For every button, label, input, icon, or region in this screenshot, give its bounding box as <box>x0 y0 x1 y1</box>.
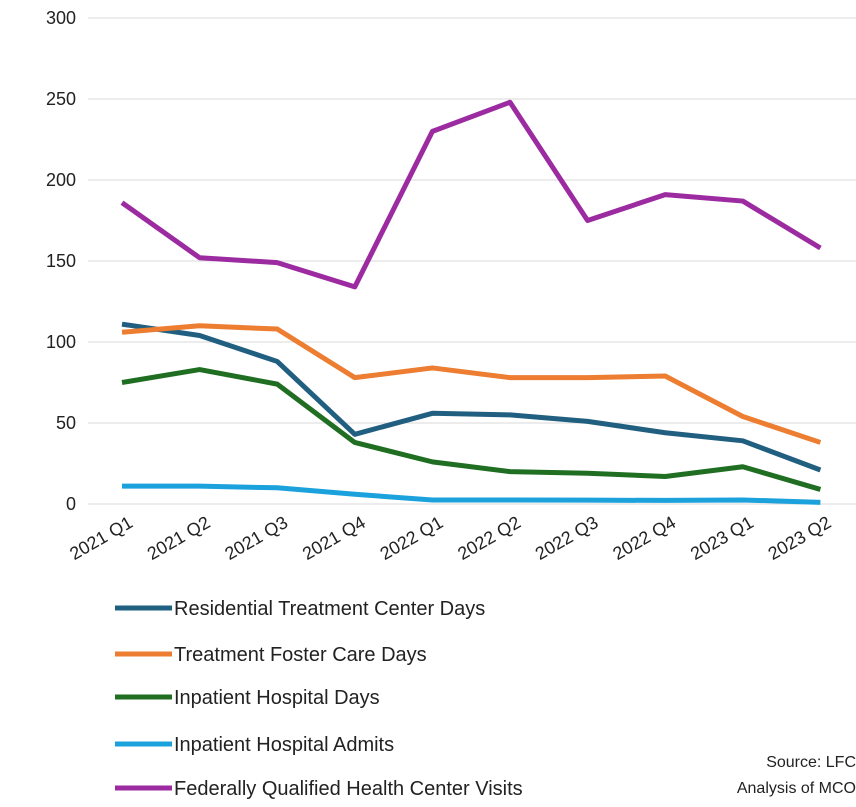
y-tick-label: 0 <box>66 494 76 514</box>
y-tick-label: 100 <box>46 332 76 352</box>
legend-label: Inpatient Hospital Days <box>174 687 380 709</box>
x-tick-label: 2023 Q1 <box>687 512 757 564</box>
legend-label: Federally Qualified Health Center Visits <box>174 778 523 800</box>
legend-label: Residential Treatment Center Days <box>174 598 485 620</box>
y-tick-label: 200 <box>46 170 76 190</box>
source-note: Analysis of MCO <box>737 780 856 797</box>
series-line <box>122 483 821 505</box>
series-line <box>120 99 822 290</box>
x-tick-label: 2022 Q1 <box>377 512 447 564</box>
x-tick-label: 2022 Q3 <box>532 512 602 564</box>
x-tick-label: 2021 Q3 <box>221 512 291 564</box>
series-line <box>121 321 822 473</box>
y-tick-label: 50 <box>56 413 76 433</box>
y-tick-label: 150 <box>46 251 76 271</box>
series-line <box>121 367 822 492</box>
x-tick-label: 2021 Q4 <box>299 512 369 564</box>
x-tick-label: 2022 Q2 <box>454 512 524 564</box>
legend-label: Inpatient Hospital Admits <box>174 734 394 756</box>
x-tick-label: 2023 Q2 <box>765 512 835 564</box>
y-tick-label: 250 <box>46 89 76 109</box>
y-tick-label: 300 <box>46 8 76 28</box>
legend-label: Treatment Foster Care Days <box>174 644 427 666</box>
x-tick-label: 2022 Q4 <box>609 512 679 564</box>
x-tick-label: 2021 Q1 <box>66 512 136 564</box>
source-note: Source: LFC <box>766 754 856 771</box>
series-line <box>121 323 822 445</box>
x-tick-label: 2021 Q2 <box>144 512 214 564</box>
